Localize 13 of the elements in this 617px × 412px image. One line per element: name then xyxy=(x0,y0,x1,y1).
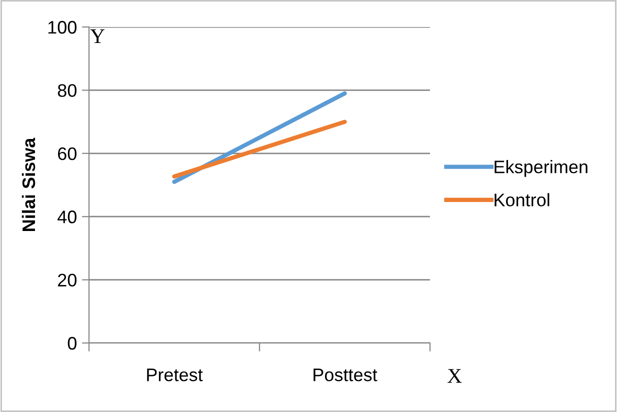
y-tick-label: 0 xyxy=(68,336,76,350)
y-tick-label: 40 xyxy=(58,210,76,224)
legend-label: Kontrol xyxy=(494,193,550,206)
y-axis-title: Nilai Siswa xyxy=(22,138,36,231)
x-tick-label: Posttest xyxy=(314,368,378,382)
y-tick-label: 20 xyxy=(58,274,76,287)
legend-label: Eksperimen xyxy=(494,160,588,177)
y-tick-label: 60 xyxy=(58,147,76,160)
x-tick-label: Pretest xyxy=(147,368,203,382)
text: X xyxy=(448,369,462,383)
y-tick-label: 80 xyxy=(58,84,76,97)
y-tick-label: 100 xyxy=(48,20,76,34)
annotation: Y xyxy=(90,29,105,44)
